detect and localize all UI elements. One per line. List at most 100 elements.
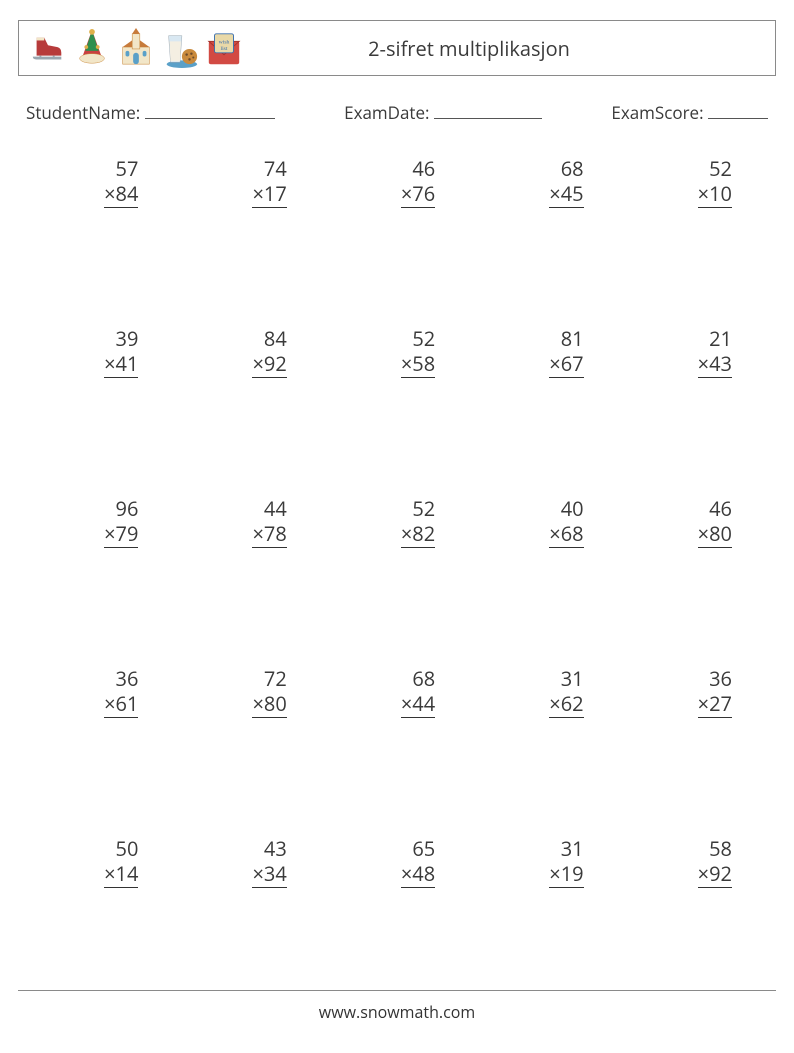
multiplicand: 31	[549, 836, 583, 861]
multiplication-problem: 52×58	[401, 326, 435, 378]
problem-cell: 21×43	[620, 326, 768, 378]
problem-cell: 81×67	[471, 326, 619, 378]
exam-score-label: ExamScore:	[611, 101, 703, 124]
multiplicand: 72	[252, 666, 286, 691]
student-name-label: StudentName:	[26, 101, 140, 124]
multiplicand: 46	[698, 496, 732, 521]
problem-cell: 52×58	[323, 326, 471, 378]
multiplication-problem: 57×84	[104, 156, 138, 208]
student-name-blank[interactable]	[145, 100, 275, 119]
worksheet-page: wish list 2-sifret multiplikasjon Studen…	[0, 0, 794, 1053]
multiplication-problem: 36×27	[698, 666, 732, 718]
problem-cell: 50×14	[26, 836, 174, 888]
problem-cell: 74×17	[174, 156, 322, 208]
exam-date-blank[interactable]	[434, 100, 542, 119]
multiplication-problem: 39×41	[104, 326, 138, 378]
multiplier-row: ×67	[549, 351, 583, 378]
ice-skate-icon	[29, 30, 67, 68]
problem-cell: 39×41	[26, 326, 174, 378]
multiplicand: 50	[104, 836, 138, 861]
multiplier-row: ×44	[401, 691, 435, 718]
multiplicand: 43	[252, 836, 286, 861]
multiplicand: 58	[698, 836, 732, 861]
multiplier-row: ×92	[698, 861, 732, 888]
milk-cookie-icon	[161, 28, 199, 68]
church-icon	[117, 28, 155, 68]
footer-divider	[18, 990, 776, 991]
problem-cell: 46×80	[620, 496, 768, 548]
multiplication-problem: 43×34	[252, 836, 286, 888]
multiplication-problem: 84×92	[252, 326, 286, 378]
multiplication-problem: 31×62	[549, 666, 583, 718]
multiplier-row: ×17	[252, 181, 286, 208]
header-icons: wish list	[29, 28, 243, 68]
multiplication-problem: 44×78	[252, 496, 286, 548]
multiplicand: 39	[104, 326, 138, 351]
multiplier-row: ×62	[549, 691, 583, 718]
multiplication-problem: 46×80	[698, 496, 732, 548]
problem-cell: 52×10	[620, 156, 768, 208]
multiplier-row: ×10	[698, 181, 732, 208]
header-box: wish list 2-sifret multiplikasjon	[18, 20, 776, 76]
multiplicand: 31	[549, 666, 583, 691]
problem-cell: 58×92	[620, 836, 768, 888]
multiplier-row: ×48	[401, 861, 435, 888]
multiplicand: 81	[549, 326, 583, 351]
problem-cell: 31×62	[471, 666, 619, 718]
multiplication-problem: 81×67	[549, 326, 583, 378]
problem-cell: 72×80	[174, 666, 322, 718]
problem-cell: 46×76	[323, 156, 471, 208]
multiplier-row: ×61	[104, 691, 138, 718]
problem-cell: 44×78	[174, 496, 322, 548]
multiplier-row: ×80	[698, 521, 732, 548]
multiplier-row: ×84	[104, 181, 138, 208]
multiplicand: 96	[104, 496, 138, 521]
multiplier-row: ×82	[401, 521, 435, 548]
problem-cell: 84×92	[174, 326, 322, 378]
problems-grid: 57×8474×1746×7668×4552×1039×4184×9252×58…	[18, 156, 776, 888]
multiplication-problem: 31×19	[549, 836, 583, 888]
worksheet-title: 2-sifret multiplikasjon	[243, 35, 765, 62]
multiplicand: 36	[104, 666, 138, 691]
problem-cell: 40×68	[471, 496, 619, 548]
multiplier-row: ×27	[698, 691, 732, 718]
problem-cell: 43×34	[174, 836, 322, 888]
multiplier-row: ×19	[549, 861, 583, 888]
multiplication-problem: 40×68	[549, 496, 583, 548]
santa-hat-icon	[73, 28, 111, 68]
student-name-field: StudentName:	[26, 100, 275, 124]
multiplication-problem: 96×79	[104, 496, 138, 548]
wishlist-envelope-icon: wish list	[205, 30, 243, 68]
multiplication-problem: 58×92	[698, 836, 732, 888]
multiplier-row: ×78	[252, 521, 286, 548]
multiplier-row: ×92	[252, 351, 286, 378]
multiplicand: 40	[549, 496, 583, 521]
multiplier-row: ×14	[104, 861, 138, 888]
problem-cell: 52×82	[323, 496, 471, 548]
multiplicand: 68	[401, 666, 435, 691]
multiplicand: 52	[698, 156, 732, 181]
multiplicand: 36	[698, 666, 732, 691]
problem-cell: 68×45	[471, 156, 619, 208]
multiplication-problem: 72×80	[252, 666, 286, 718]
multiplicand: 84	[252, 326, 286, 351]
multiplicand: 65	[401, 836, 435, 861]
footer-url: www.snowmath.com	[0, 1001, 794, 1023]
problem-cell: 68×44	[323, 666, 471, 718]
multiplicand: 57	[104, 156, 138, 181]
svg-text:wish: wish	[219, 39, 230, 45]
multiplicand: 21	[698, 326, 732, 351]
info-row: StudentName: ExamDate: ExamScore:	[18, 100, 776, 124]
problem-cell: 96×79	[26, 496, 174, 548]
multiplier-row: ×80	[252, 691, 286, 718]
multiplicand: 74	[252, 156, 286, 181]
multiplicand: 68	[549, 156, 583, 181]
multiplication-problem: 46×76	[401, 156, 435, 208]
multiplicand: 52	[401, 326, 435, 351]
exam-score-blank[interactable]	[708, 100, 768, 119]
multiplication-problem: 50×14	[104, 836, 138, 888]
multiplication-problem: 68×45	[549, 156, 583, 208]
problem-cell: 36×61	[26, 666, 174, 718]
problem-cell: 65×48	[323, 836, 471, 888]
multiplier-row: ×45	[549, 181, 583, 208]
